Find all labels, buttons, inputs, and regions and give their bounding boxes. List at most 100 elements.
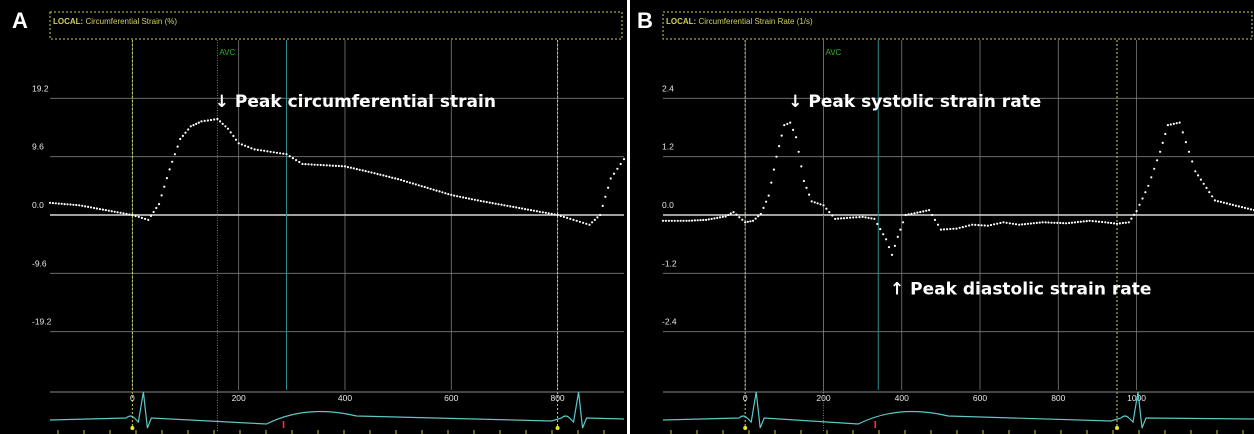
panel-b-curve-point [845,216,849,219]
panel-b-curve-point [1073,221,1076,224]
panel-a-curve-point [538,210,541,213]
panel-b-ecg-trace [662,391,1254,429]
panel-a-curve-point [479,199,482,203]
panel-b-curve-point [673,219,676,222]
panel-b-curve-point [942,228,946,231]
panel-b-curve-point [724,215,727,218]
panel-b-curve-point [1035,221,1038,224]
panel-b-curve-point [688,219,691,222]
panel-letter-b: B [637,8,653,33]
panel-b-curve-point [855,216,858,219]
panel-a-curve-point [521,207,524,210]
panel-a-curve-point [144,217,147,220]
panel-b-curve-point [849,216,852,219]
panel-a-curve-point [334,164,337,167]
panel-a-curve-point [361,169,364,172]
panel-b-curve-point [885,238,888,241]
panel-a-curve-point [179,137,182,141]
panel-a-curve-point [237,142,240,145]
panel-a-curve-point [420,185,423,188]
panel-b-curve-point [767,194,770,197]
panel-a-curve-point [282,152,285,155]
panel-a-curve-point [591,221,594,224]
panel-b-curve-point [1175,122,1178,125]
panel-b-curve-point [989,223,993,227]
panel-a-curve-point [529,209,533,212]
panel-a-curve-point [572,218,575,221]
panel-a-curve-point [304,163,307,166]
panel-b-curve-point [896,235,899,238]
panel-b-curve-point [735,213,738,216]
panel-b-curve-point [1014,223,1018,226]
panel-b-curve-point [1191,160,1194,163]
panel-b-curve-point [1085,220,1088,223]
panel-a-curve-point [585,222,588,225]
panel-a-curve-point [104,209,107,212]
panel-b-curve-point [834,217,837,220]
panel-a-curve-point [604,195,607,198]
panel-a-curve-point [232,134,235,138]
panel-a-curve-point [213,118,216,121]
panel-b-curve-point [916,211,919,214]
panel-a-curve-point [224,125,227,128]
panel-a-curve-point [562,215,566,218]
panel-a-curve-point [340,165,343,168]
panel-a-ytick-label-0: 19.2 [32,83,49,93]
panel-a-curve-point [593,218,596,221]
panel-a-curve-point [92,206,96,210]
panel-a-curve-point [250,147,253,150]
panel-b-curve-point [775,155,778,158]
panel-a-curve-point [500,203,503,206]
panel-b-curve-point [702,218,705,222]
panel-b-curve-point [1144,191,1147,194]
panel-b-curve-point [1002,221,1005,224]
panel-b-local-label: LOCAL: [666,17,698,26]
panel-a-curve-point [57,202,60,205]
panel-b-curve-point [810,200,813,203]
panel-b-curve-point [667,219,671,222]
panel-b-curve-point [1091,220,1094,223]
panel-a-curve-point [87,205,90,208]
panel-b-curve-point [1053,221,1056,224]
panel-b-curve-point [993,223,996,226]
panel-a-curve-point [467,197,471,200]
panel-b-xtick-label-0: 0 [743,393,748,403]
panel-b-curve-point [1147,184,1150,187]
panel-a-curve-point [616,167,619,170]
panel-b-curve-point [1056,221,1059,224]
panel-a-curve-point [173,153,176,156]
panel-a-curve-point [256,148,259,151]
panel-b-curve-point [1161,141,1164,144]
panel-b-curve-point [805,186,808,189]
panel-b-curve-point [1005,221,1008,224]
panel-b-curve-point [808,193,811,196]
panel-b-curve-point [1088,219,1091,222]
panel-a-curve-point [328,164,331,167]
panel-b-curve-point [1065,222,1068,225]
panel-a-curve-point [244,144,247,147]
panel-a-curve-point [373,172,376,175]
panel-b-curve-point [858,216,861,219]
panel-a-curve-point [288,155,291,158]
panel-b-curve-point [999,221,1002,225]
panel-b-curve-point [699,219,702,222]
panel-a-curve-point [203,119,206,122]
panel-b-curve-point [762,206,765,209]
panel-a-curve-point [157,203,161,206]
panel-b-curve-point [1107,221,1110,224]
panel-b-curve-point [1246,207,1250,210]
panel-a-curve-point [388,175,391,178]
panel-b-curve-point [1156,159,1159,162]
panel-a-curve-point [128,213,131,216]
panel-b-curve-point [738,216,741,219]
panel-a-curve-point [459,195,462,198]
panel-b-curve-point [1041,221,1044,224]
panel-a-ecg-marker-dot-end [555,426,560,430]
panel-a-curve-point [391,176,394,179]
panel-a-strain-curve [48,117,626,226]
panel-a-curve-point [553,213,556,216]
panel-b-curve-point [1026,222,1030,225]
panel-b-curve-point [996,222,999,225]
panel-a-curve-point [447,193,450,196]
panel-a-curve-point [155,206,158,210]
